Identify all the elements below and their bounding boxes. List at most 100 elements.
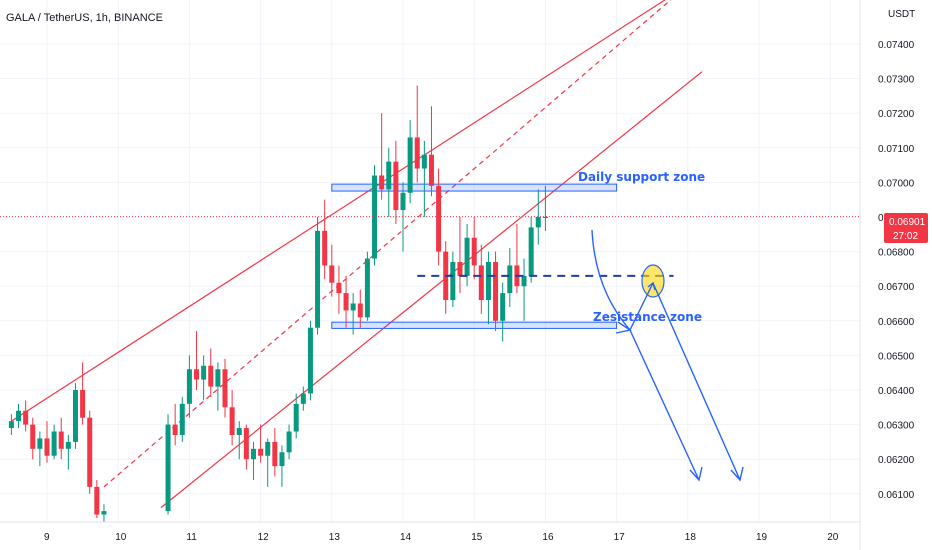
arrowhead xyxy=(689,466,703,482)
candle-body xyxy=(30,424,36,449)
time-tick-label: 9 xyxy=(44,532,50,543)
time-tick-label: 16 xyxy=(542,532,554,543)
time-tick-label: 11 xyxy=(186,532,197,543)
projection-arrow-4 xyxy=(652,282,741,481)
candle-body xyxy=(471,237,477,266)
projection-arrow-1 xyxy=(591,229,631,331)
candle-body xyxy=(386,161,392,190)
candle-body xyxy=(243,428,249,460)
last-price-value: 0.06901 xyxy=(889,217,926,228)
price-tick-label: 0.06800 xyxy=(878,248,915,259)
candle-body xyxy=(414,137,420,169)
last-price-tag: 0.06901 27:02 xyxy=(884,213,928,243)
candle-body xyxy=(16,410,22,422)
candle-body xyxy=(222,369,228,408)
candle-body xyxy=(315,230,321,328)
candle-body xyxy=(300,393,306,404)
price-tick-label: 0.06500 xyxy=(878,351,915,362)
candle-body xyxy=(101,511,107,515)
candle-body xyxy=(400,192,406,211)
candle-body xyxy=(286,431,292,453)
candle-body xyxy=(44,438,50,456)
channel-upper-line xyxy=(11,0,666,422)
price-axis[interactable]: 0.074000.073000.072000.071000.070000.069… xyxy=(859,0,915,550)
countdown-value: 27:02 xyxy=(893,231,918,242)
candle-body xyxy=(215,369,221,387)
candle-body xyxy=(201,365,207,380)
candle-body xyxy=(436,185,442,252)
price-tick-label: 0.06200 xyxy=(878,455,915,466)
time-tick-label: 18 xyxy=(685,532,697,543)
candle-body xyxy=(421,154,427,169)
candle-body xyxy=(236,428,242,435)
candle-body xyxy=(364,258,370,318)
channel-mid-line xyxy=(103,0,672,488)
price-tick-label: 0.06300 xyxy=(878,421,915,432)
chart-title: GALA / TetherUS, 1h, BINANCE xyxy=(6,12,163,24)
price-tick-label: 0.06100 xyxy=(878,490,915,501)
candle-body xyxy=(343,293,349,311)
price-tick-label: 0.07100 xyxy=(878,144,915,155)
price-tick-label: 0.06700 xyxy=(878,282,915,293)
candle-body xyxy=(478,265,484,301)
candle-body xyxy=(535,217,541,228)
candle-body xyxy=(493,261,499,321)
candle-body xyxy=(58,431,64,449)
candle-body xyxy=(336,282,342,294)
candle-body xyxy=(464,237,470,276)
candle-body xyxy=(507,265,513,294)
candle-body xyxy=(393,161,399,211)
price-tick-label: 0.07300 xyxy=(878,75,915,86)
time-axis[interactable]: 9 10 11 12 13 14 15 16 17 18 19 20 xyxy=(0,521,860,543)
last-price-tag-bg xyxy=(884,213,928,243)
candle-body xyxy=(372,175,378,259)
channel-lower-line xyxy=(160,71,703,509)
zone-boxes xyxy=(331,183,618,329)
candle-body xyxy=(186,369,192,404)
candle-series xyxy=(8,85,548,522)
price-tick-label: 0.07400 xyxy=(878,40,915,51)
candle-body xyxy=(279,452,285,467)
candle-body xyxy=(293,403,299,432)
time-tick-label: 10 xyxy=(115,532,127,543)
candle-body xyxy=(542,217,548,218)
zone-box xyxy=(331,321,618,329)
time-tick-label: 19 xyxy=(756,532,768,543)
candle-body xyxy=(379,175,385,190)
candle-body xyxy=(8,421,14,429)
candle-body xyxy=(229,407,235,435)
candle-body xyxy=(428,154,434,186)
candle-body xyxy=(350,303,356,311)
candle-body xyxy=(23,410,29,425)
time-tick-label: 13 xyxy=(329,532,341,543)
price-tick-label: 0.06400 xyxy=(878,386,915,397)
regression-channel xyxy=(11,0,703,509)
candle-body xyxy=(72,390,78,442)
candle-body xyxy=(208,365,214,387)
price-tick-label: 0.07000 xyxy=(878,178,915,189)
candle-body xyxy=(172,424,178,435)
currency-label: USDT xyxy=(888,9,915,20)
projection-arrow-2 xyxy=(629,282,654,331)
candle-body xyxy=(528,227,534,276)
price-tick-label: 0.06600 xyxy=(878,317,915,328)
time-tick-label: 14 xyxy=(400,532,412,543)
candle-body xyxy=(450,261,456,301)
annotations: Daily support zone Zesistance zone xyxy=(0,170,860,482)
candle-body xyxy=(407,137,413,193)
candle-body xyxy=(51,431,57,456)
candle-body xyxy=(258,448,264,456)
candle-body xyxy=(65,441,71,449)
candle-body xyxy=(179,403,185,435)
zone-box xyxy=(331,183,618,192)
time-tick-label: 17 xyxy=(614,532,626,543)
time-tick-label: 15 xyxy=(471,532,483,543)
candle-body xyxy=(87,417,93,487)
projection-arrow-3 xyxy=(629,329,700,481)
grid-lines xyxy=(0,0,860,522)
zone-label: Zesistance zone xyxy=(593,310,702,324)
candle-body xyxy=(94,486,100,515)
candle-body xyxy=(329,265,335,283)
candle-body xyxy=(322,230,328,266)
